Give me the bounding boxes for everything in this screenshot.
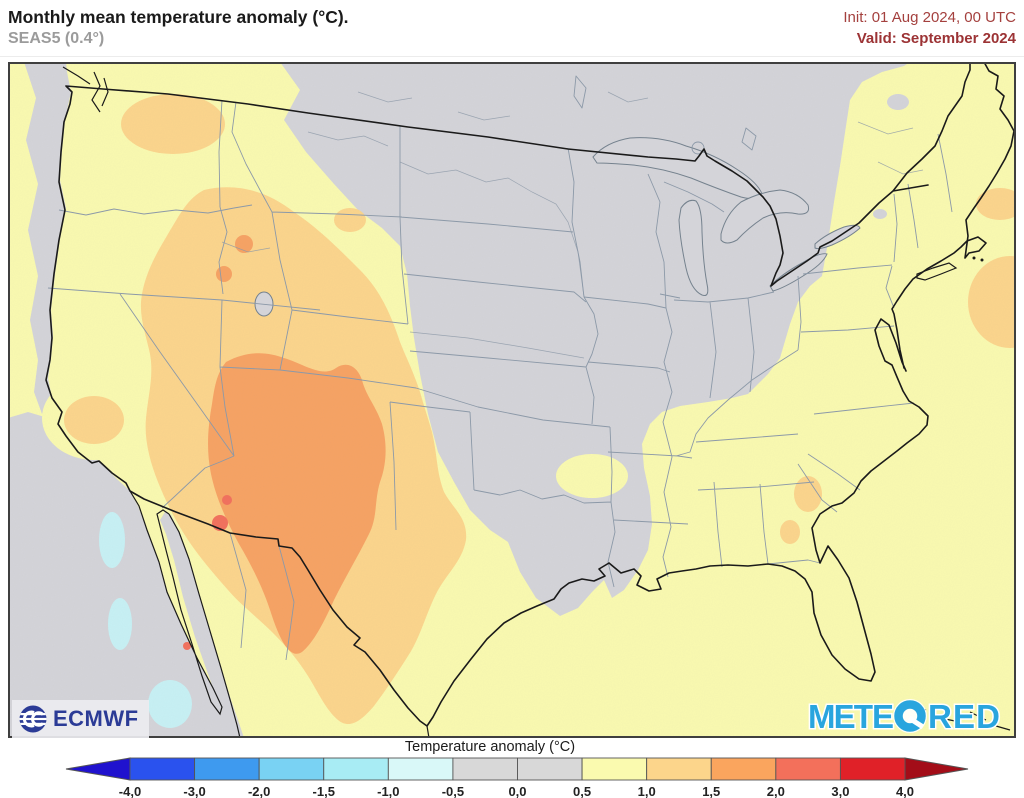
puget-sound [62, 66, 109, 113]
legend-tick-label: 2,0 [767, 784, 785, 798]
model-subtitle: SEAS5 (0.4°) [8, 30, 105, 47]
ecmwf-roundel-icon [19, 705, 47, 733]
map-container [8, 62, 1016, 738]
legend-segment [839, 757, 906, 781]
legend-tick-label: -2,0 [248, 784, 270, 798]
rivers [221, 91, 924, 359]
state-lines-west [47, 99, 616, 588]
terrain-texture [8, 62, 1016, 738]
legend-segment [387, 757, 454, 781]
ecmwf-wordmark: ECMWF [53, 706, 139, 731]
valid-timestamp: Valid: September 2024 [856, 30, 1016, 47]
national-borders [45, 62, 1015, 738]
legend-segment [258, 757, 325, 781]
legend-tick-label: 4,0 [896, 784, 914, 798]
ecmwf-logo: ECMWF [12, 700, 149, 738]
legend-segment [517, 757, 583, 781]
legend-segment [194, 757, 260, 781]
island-dot-1 [972, 256, 976, 260]
map-frame [8, 62, 1016, 738]
legend-arrow-right [904, 757, 969, 781]
legend-title: Temperature anomaly (°C) [404, 739, 576, 755]
state-lines-east [229, 133, 953, 661]
meteored-o-icon [894, 700, 926, 732]
meteored-o-slash [907, 715, 925, 730]
legend-segment [452, 757, 518, 781]
anomaly-map [8, 62, 1016, 738]
meteored-text-post: RED [928, 698, 1000, 735]
legend-segment [129, 757, 196, 781]
legend-segment [581, 757, 648, 781]
state-borders [47, 91, 953, 661]
legend-tick-label: 1,5 [702, 784, 720, 798]
legend-tick-label: -1,5 [313, 784, 335, 798]
legend-tick-label: -4,0 [119, 784, 141, 798]
meteored-logo: METE RED [806, 697, 1018, 742]
legend-tick-label: -1,0 [377, 784, 399, 798]
legend-arrow-left [65, 757, 131, 781]
great-lakes [254, 75, 861, 317]
page-title: Monthly mean temperature anomaly (°C). [8, 7, 349, 27]
island-dot-2 [980, 258, 984, 262]
legend-tick-label: 3,0 [831, 784, 849, 798]
legend-tick-label: 1,0 [638, 784, 656, 798]
legend-segment [775, 757, 841, 781]
meteored-wordmark: METE RED [807, 697, 1002, 737]
us-outline [45, 62, 1015, 727]
lake-erie [769, 253, 828, 292]
meteored-text-pre: METE [808, 698, 894, 735]
legend-segment [710, 757, 777, 781]
init-timestamp: Init: 01 Aug 2024, 00 UTC [843, 9, 1016, 26]
canada-lakes [573, 75, 757, 155]
lake-huron [720, 189, 809, 244]
legend-colorbar: -4,0 -3,0 -2,0 -1,5 -1,0 -0,5 0,0 0,5 1,0 1,5 2,0 3… [65, 757, 969, 798]
legend-segment [323, 757, 389, 781]
legend-tick-label: 0,5 [573, 784, 591, 798]
legend-tick-label: 0,0 [508, 784, 526, 798]
legend-segment [646, 757, 712, 781]
legend-tick-label: -3,0 [183, 784, 205, 798]
header-bar: Monthly mean temperature anomaly (°C). S… [0, 0, 1024, 57]
legend-tick-label: -0,5 [442, 784, 464, 798]
long-island [916, 262, 958, 281]
lake-michigan [678, 199, 709, 296]
